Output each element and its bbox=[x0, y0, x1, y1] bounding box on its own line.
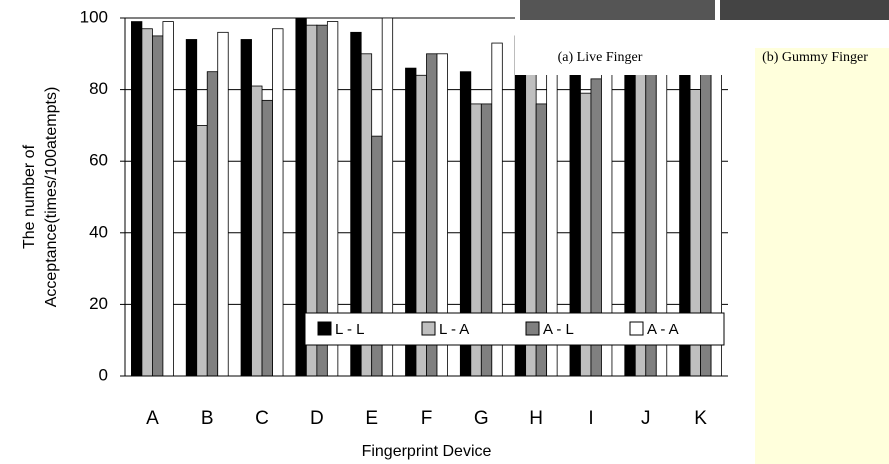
y-tick-label: 20 bbox=[89, 294, 108, 313]
chart: 0 20 40 60 80 100 A B C D E F G H I J K Fingerprint Devic… bbox=[21, 7, 728, 460]
note-box bbox=[755, 48, 889, 464]
y-axis-label: Acceptance(times/100atempts) bbox=[43, 87, 60, 308]
bar bbox=[261, 99, 273, 377]
x-tick-label: D bbox=[310, 408, 324, 429]
overlay: (a) Live Finger (b) Gummy Finger bbox=[515, 0, 889, 464]
y-tick-label: 80 bbox=[89, 79, 108, 98]
bar bbox=[162, 21, 174, 377]
x-tick-label: K bbox=[694, 408, 707, 429]
x-tick-label: G bbox=[474, 408, 489, 429]
fingerprint-image bbox=[720, 0, 889, 20]
y-tick-label: 100 bbox=[80, 7, 108, 26]
bar bbox=[152, 35, 164, 377]
bar bbox=[196, 125, 208, 377]
x-axis-label: Fingerprint Device bbox=[362, 443, 492, 460]
x-tick-label: C bbox=[255, 408, 269, 429]
bar bbox=[206, 71, 219, 377]
legend-label: A - L bbox=[543, 321, 574, 338]
y-tick-label: 60 bbox=[89, 151, 108, 170]
x-tick-label: H bbox=[529, 408, 543, 429]
legend-swatch bbox=[421, 321, 436, 336]
bar bbox=[141, 28, 153, 377]
legend-swatch bbox=[525, 321, 540, 336]
legend-swatch bbox=[629, 321, 644, 336]
x-tick-label: A bbox=[146, 408, 159, 429]
x-tick-label: E bbox=[365, 408, 378, 429]
figure-panel bbox=[755, 20, 889, 48]
bar bbox=[251, 85, 263, 377]
bar bbox=[185, 39, 198, 377]
legend-label: L - L bbox=[335, 321, 364, 338]
x-tick-label: I bbox=[588, 408, 593, 429]
bar bbox=[131, 21, 143, 377]
bar bbox=[240, 39, 252, 377]
bar bbox=[272, 28, 284, 377]
bar bbox=[217, 31, 229, 377]
legend-label: A - A bbox=[647, 321, 679, 338]
x-tick-label: F bbox=[421, 408, 433, 429]
legend-box bbox=[304, 312, 725, 346]
y-axis-label: The number of bbox=[21, 144, 38, 249]
y-tick-label: 0 bbox=[99, 365, 108, 384]
fingerprint-image bbox=[520, 0, 715, 20]
legend-label: L - A bbox=[439, 321, 469, 338]
x-tick-label: B bbox=[201, 408, 214, 429]
caption: (b) Gummy Finger bbox=[762, 50, 868, 65]
caption: (a) Live Finger bbox=[558, 50, 643, 65]
y-tick-label: 40 bbox=[89, 222, 108, 241]
legend-swatch bbox=[317, 321, 332, 336]
x-tick-label: J bbox=[641, 408, 651, 429]
